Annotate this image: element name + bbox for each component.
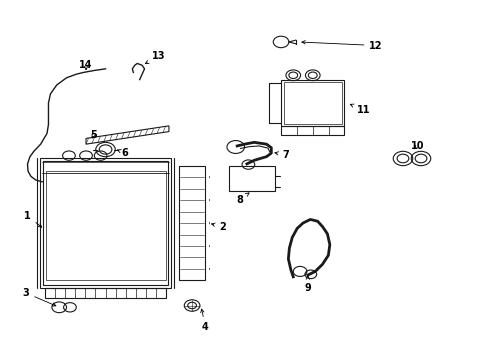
Bar [228, 166, 275, 191]
Bar [45, 171, 165, 280]
Text: 11: 11 [349, 104, 370, 115]
Bar [281, 126, 344, 135]
Text: 6: 6 [117, 148, 128, 158]
Text: 14: 14 [79, 60, 93, 70]
Bar [44, 288, 166, 298]
Bar [284, 82, 341, 124]
Text: 2: 2 [211, 222, 225, 231]
Text: 12: 12 [301, 41, 382, 50]
Text: 13: 13 [145, 51, 165, 63]
Text: 5: 5 [90, 130, 97, 140]
Text: 8: 8 [236, 193, 248, 205]
Bar [43, 161, 167, 285]
Text: 1: 1 [24, 211, 41, 227]
Bar [40, 158, 171, 288]
Bar [281, 80, 344, 126]
Text: 4: 4 [200, 309, 208, 332]
Text: 9: 9 [304, 276, 311, 293]
Text: 3: 3 [22, 288, 56, 306]
Bar [178, 166, 205, 280]
Text: 10: 10 [410, 141, 424, 151]
Text: 7: 7 [274, 150, 289, 160]
